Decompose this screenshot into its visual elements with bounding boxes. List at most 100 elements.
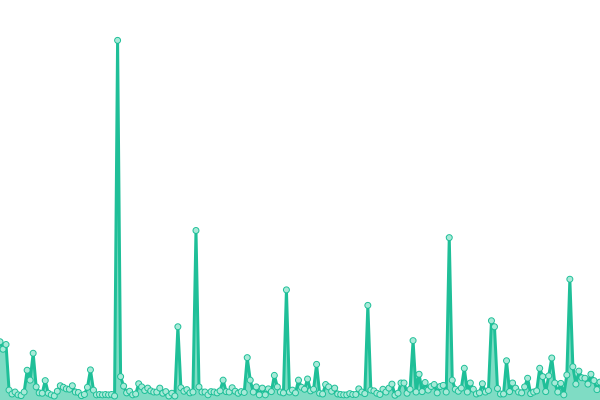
- data-point: [249, 388, 257, 396]
- data-point: [32, 383, 40, 391]
- data-point: [38, 389, 46, 397]
- data-point: [282, 286, 290, 294]
- data-point: [189, 388, 197, 396]
- data-point: [466, 379, 474, 387]
- data-point: [53, 387, 61, 395]
- data-point: [484, 386, 492, 394]
- data-point: [487, 317, 495, 325]
- data-point: [421, 379, 429, 387]
- series-points: [0, 36, 600, 400]
- data-point: [563, 371, 571, 379]
- data-point: [475, 389, 483, 397]
- data-point: [439, 381, 447, 389]
- data-point: [23, 366, 31, 374]
- data-point: [560, 391, 568, 399]
- data-point: [279, 389, 287, 397]
- data-point: [258, 384, 266, 392]
- data-point: [216, 387, 224, 395]
- data-point: [400, 379, 408, 387]
- data-point: [83, 383, 91, 391]
- data-point: [569, 363, 577, 371]
- data-point: [406, 385, 414, 393]
- data-point: [542, 388, 550, 396]
- data-point: [554, 388, 562, 396]
- data-point: [394, 389, 402, 397]
- data-point: [409, 337, 417, 345]
- data-point: [255, 391, 263, 399]
- data-point: [596, 378, 600, 386]
- data-point: [270, 371, 278, 379]
- data-point: [545, 372, 553, 380]
- series-area-fill: [0, 40, 600, 400]
- data-point: [304, 375, 312, 383]
- data-point: [291, 389, 299, 397]
- data-point: [171, 392, 179, 400]
- data-point: [593, 386, 600, 394]
- data-point: [493, 385, 501, 392]
- data-point: [310, 385, 318, 393]
- data-point: [490, 323, 498, 331]
- data-point: [418, 388, 426, 396]
- data-point: [412, 388, 420, 396]
- data-point: [26, 376, 34, 384]
- data-point: [566, 275, 574, 283]
- series-line: [0, 38, 600, 398]
- data-point: [388, 380, 396, 388]
- data-point: [246, 376, 254, 384]
- data-point: [500, 390, 508, 398]
- data-point: [86, 366, 94, 374]
- data-point: [252, 383, 260, 391]
- data-point: [294, 376, 302, 384]
- data-point: [195, 383, 203, 391]
- data-point: [273, 383, 281, 391]
- data-point: [376, 390, 384, 398]
- data-point: [430, 381, 438, 389]
- data-point: [132, 390, 140, 398]
- data-point: [536, 364, 544, 372]
- data-point: [448, 376, 456, 384]
- data-point: [0, 338, 4, 346]
- data-point: [457, 384, 465, 392]
- data-point: [548, 354, 556, 362]
- data-point: [41, 377, 49, 385]
- data-point: [463, 388, 471, 396]
- data-point: [524, 374, 532, 382]
- data-point: [584, 380, 592, 388]
- data-point: [361, 390, 369, 398]
- data-point: [551, 379, 559, 387]
- data-point: [509, 379, 517, 387]
- data-point: [581, 374, 589, 382]
- data-point: [433, 389, 441, 397]
- data-point: [20, 388, 28, 396]
- data-point: [364, 301, 372, 309]
- data-point: [2, 341, 10, 349]
- data-point: [460, 364, 468, 372]
- data-point: [80, 390, 88, 398]
- data-point: [68, 382, 76, 390]
- data-point: [503, 357, 511, 365]
- data-point: [120, 382, 128, 390]
- data-point: [518, 389, 526, 397]
- data-point: [415, 370, 423, 378]
- data-point: [240, 388, 248, 396]
- data-point: [521, 383, 529, 391]
- data-point: [590, 377, 598, 385]
- data-point: [117, 373, 125, 381]
- data-point: [156, 384, 164, 392]
- data-point: [301, 385, 309, 393]
- data-point: [587, 370, 595, 378]
- data-point: [557, 379, 565, 387]
- data-point: [267, 388, 275, 396]
- data-point: [243, 354, 251, 362]
- data-point: [506, 388, 514, 396]
- data-point: [192, 226, 200, 234]
- plot-area: [0, 36, 600, 400]
- data-point: [261, 391, 269, 399]
- data-point: [572, 380, 580, 388]
- data-point: [533, 387, 541, 395]
- data-point: [219, 376, 227, 384]
- data-point: [313, 360, 321, 368]
- data-point: [319, 390, 327, 398]
- data-point: [29, 349, 37, 357]
